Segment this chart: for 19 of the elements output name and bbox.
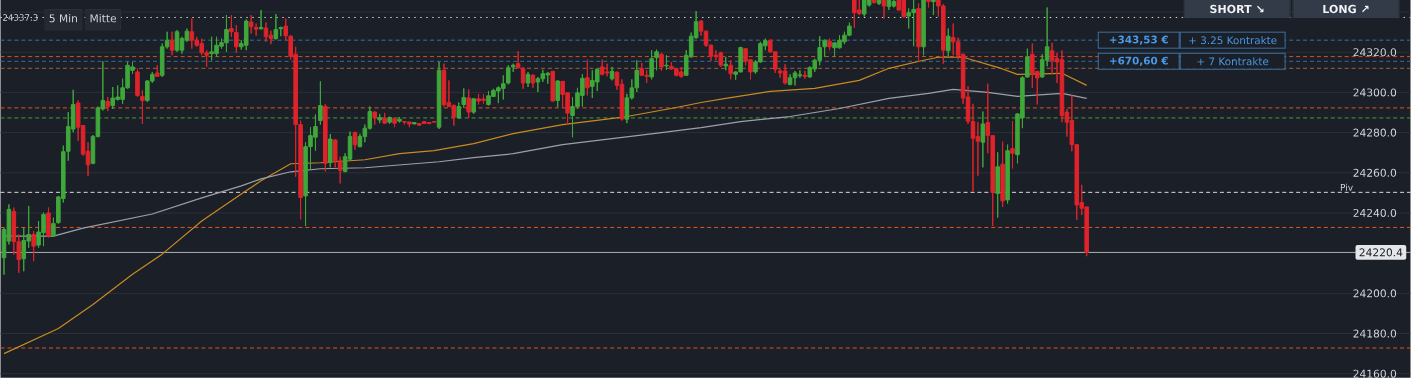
ref-line-label: 24337.3 (3, 14, 38, 21)
y-tick-label: 24160.0 (1353, 369, 1397, 378)
ref-line-label: Piv (1340, 183, 1353, 191)
ref-line-label: +670,60 € (1110, 56, 1168, 66)
y-tick-label: 24240.0 (1353, 208, 1397, 217)
y-tick-label: 24200.0 (1353, 289, 1397, 298)
ref-line-label: 24220.4 (1359, 248, 1403, 257)
y-tick-label: 24260.0 (1353, 168, 1397, 177)
annotation: + 3.25 Kontrakte (1189, 36, 1277, 45)
annotation: Mitte (90, 14, 117, 23)
y-tick-label: 24180.0 (1353, 329, 1397, 338)
annotation: 5 Min (49, 14, 77, 23)
annotation: + 7 Kontrakte (1197, 57, 1269, 66)
annotation: LONG ↗ (1323, 4, 1369, 14)
y-tick-label: 24300.0 (1353, 88, 1397, 97)
y-tick-label: 24320.0 (1353, 48, 1397, 57)
annotation: SHORT ↘ (1210, 4, 1264, 14)
y-tick-label: 24280.0 (1353, 128, 1397, 137)
ref-line-label: +343,53 € (1110, 35, 1168, 45)
